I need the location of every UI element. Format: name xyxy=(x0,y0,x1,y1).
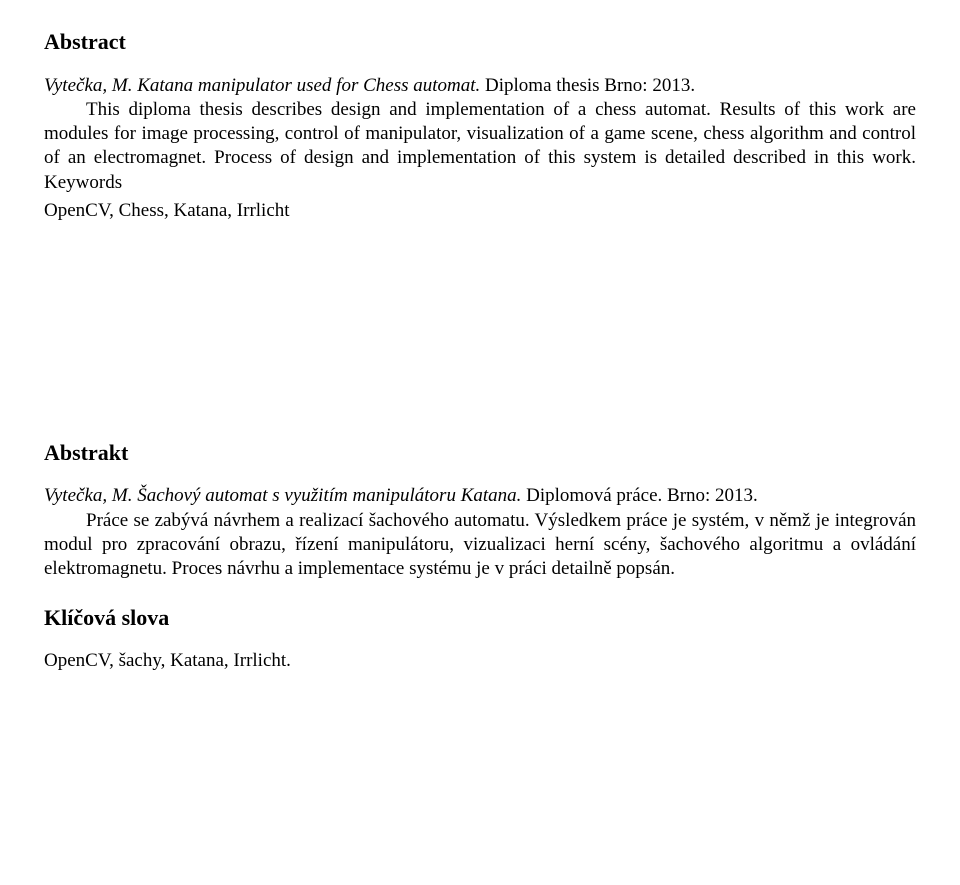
abstract-cs-heading: Abstrakt xyxy=(44,439,916,467)
abstract-en-body: This diploma thesis describes design and… xyxy=(44,98,916,195)
abstract-en-heading: Abstract xyxy=(44,28,916,56)
abstract-cs-body: Práce se zabývá návrhem a realizací šach… xyxy=(44,509,916,582)
abstract-en-citation: Vytečka, M. Katana manipulator used for … xyxy=(44,75,480,96)
spacer xyxy=(44,586,916,604)
abstract-en-keywords: OpenCV, Chess, Katana, Irrlicht xyxy=(44,199,916,224)
abstract-cs-citation-block: Vytečka, M. Šachový automat s využitím m… xyxy=(44,484,916,508)
abstract-en-citation-block: Vytečka, M. Katana manipulator used for … xyxy=(44,74,916,98)
abstract-cs-citation: Vytečka, M. Šachový automat s využitím m… xyxy=(44,485,521,506)
abstract-cs-body-text: Práce se zabývá návrhem a realizací šach… xyxy=(44,510,916,580)
abstract-cs-citation-tail: Diplomová práce. Brno: 2013. xyxy=(521,485,757,506)
abstract-cs-keywords: OpenCV, šachy, Katana, Irrlicht. xyxy=(44,649,916,674)
abstract-cs-keywords-heading: Klíčová slova xyxy=(44,604,916,632)
section-gap xyxy=(44,224,916,439)
abstract-en-citation-tail: Diploma thesis Brno: 2013. xyxy=(480,75,695,96)
abstract-en-body-text: This diploma thesis describes design and… xyxy=(44,99,916,193)
